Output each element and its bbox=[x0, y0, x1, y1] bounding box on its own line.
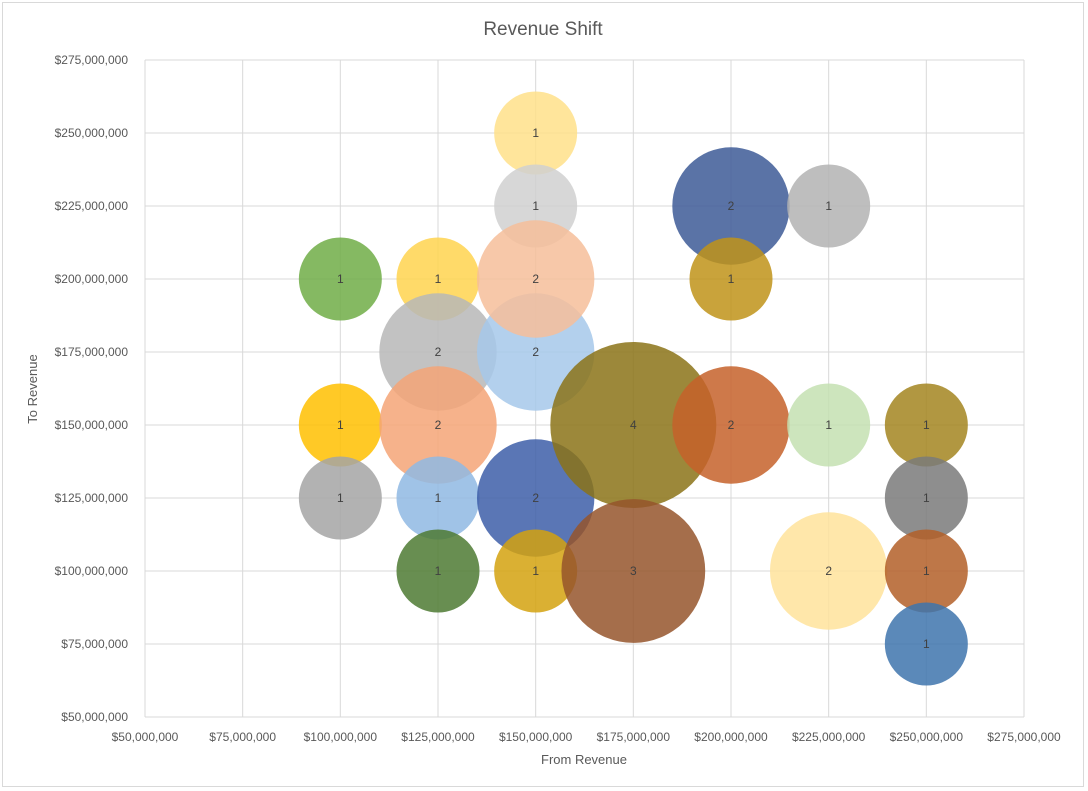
chart-title: Revenue Shift bbox=[483, 19, 603, 40]
x-tick-label: $200,000,000 bbox=[694, 730, 768, 744]
x-tick-label: $75,000,000 bbox=[209, 730, 276, 744]
bubble bbox=[884, 383, 968, 467]
bubble-data-label: 2 bbox=[435, 418, 442, 432]
bubble bbox=[561, 499, 706, 643]
y-tick-label: $275,000,000 bbox=[55, 53, 129, 67]
y-tick-label: $225,000,000 bbox=[55, 199, 129, 213]
bubble-data-label: 1 bbox=[435, 272, 442, 286]
bubble bbox=[494, 91, 578, 175]
bubble-data-label: 2 bbox=[532, 491, 539, 505]
bubble-data-label: 2 bbox=[728, 199, 735, 213]
y-tick-label: $50,000,000 bbox=[61, 710, 128, 724]
bubble bbox=[298, 383, 382, 467]
bubble bbox=[396, 529, 480, 613]
y-tick-label: $250,000,000 bbox=[55, 126, 129, 140]
bubble-data-label: 1 bbox=[337, 272, 344, 286]
bubble bbox=[787, 383, 871, 467]
x-tick-label: $125,000,000 bbox=[401, 730, 475, 744]
x-tick-label: $225,000,000 bbox=[792, 730, 866, 744]
bubble-series: 1 1 1 1 2 2 1 1 1 1 2 2 2 1 4 3 2 1 2 1 1 2 1 1 1 1 bbox=[298, 91, 968, 686]
bubble-data-label: 4 bbox=[630, 418, 637, 432]
y-axis-tick-labels: $50,000,000 $75,000,000 $100,000,000 $125,0… bbox=[55, 53, 129, 724]
bubble-data-label: 3 bbox=[630, 564, 637, 578]
x-tick-label: $250,000,000 bbox=[890, 730, 964, 744]
bubble-data-label: 1 bbox=[825, 418, 832, 432]
bubble-data-label: 1 bbox=[337, 418, 344, 432]
y-tick-label: $200,000,000 bbox=[55, 272, 129, 286]
bubble bbox=[689, 237, 773, 321]
bubble bbox=[494, 529, 578, 613]
x-tick-label: $100,000,000 bbox=[304, 730, 378, 744]
bubble-data-label: 2 bbox=[728, 418, 735, 432]
bubble bbox=[672, 147, 790, 265]
bubble-data-label: 2 bbox=[435, 345, 442, 359]
bubble-data-label: 1 bbox=[923, 564, 930, 578]
bubble-data-label: 1 bbox=[923, 637, 930, 651]
bubble bbox=[884, 529, 968, 613]
bubble bbox=[550, 342, 717, 508]
x-tick-label: $175,000,000 bbox=[597, 730, 671, 744]
y-axis-title: To Revenue bbox=[25, 354, 40, 423]
x-tick-label: $50,000,000 bbox=[112, 730, 179, 744]
bubble-data-label: 1 bbox=[435, 491, 442, 505]
bubble bbox=[476, 220, 595, 338]
bubble bbox=[298, 237, 382, 321]
bubble bbox=[298, 456, 382, 540]
y-tick-label: $75,000,000 bbox=[61, 637, 128, 651]
bubble bbox=[379, 366, 497, 484]
bubble bbox=[884, 602, 968, 686]
bubble bbox=[787, 164, 871, 248]
bubble bbox=[396, 456, 480, 540]
bubble-data-label: 1 bbox=[532, 126, 539, 140]
bubble-data-label: 1 bbox=[532, 564, 539, 578]
bubble-data-label: 2 bbox=[532, 272, 539, 286]
y-tick-label: $125,000,000 bbox=[55, 491, 129, 505]
bubble-data-label: 1 bbox=[923, 418, 930, 432]
bubble-data-label: 1 bbox=[923, 491, 930, 505]
x-tick-label: $275,000,000 bbox=[987, 730, 1061, 744]
y-tick-label: $100,000,000 bbox=[55, 564, 129, 578]
bubble-data-label: 1 bbox=[435, 564, 442, 578]
bubble-data-label: 1 bbox=[532, 199, 539, 213]
bubble bbox=[769, 512, 888, 630]
y-tick-label: $150,000,000 bbox=[55, 418, 129, 432]
x-axis-tick-labels: $50,000,000 $75,000,000 $100,000,000 $125,0… bbox=[112, 730, 1061, 744]
bubble-data-label: 2 bbox=[825, 564, 832, 578]
bubble-data-label: 1 bbox=[337, 491, 344, 505]
x-tick-label: $150,000,000 bbox=[499, 730, 573, 744]
bubble bbox=[884, 456, 968, 540]
bubble-data-label: 2 bbox=[532, 345, 539, 359]
x-axis-title: From Revenue bbox=[541, 752, 627, 767]
bubble-data-label: 1 bbox=[825, 199, 832, 213]
bubble bbox=[672, 366, 790, 484]
bubble-data-label: 1 bbox=[728, 272, 735, 286]
y-tick-label: $175,000,000 bbox=[55, 345, 129, 359]
